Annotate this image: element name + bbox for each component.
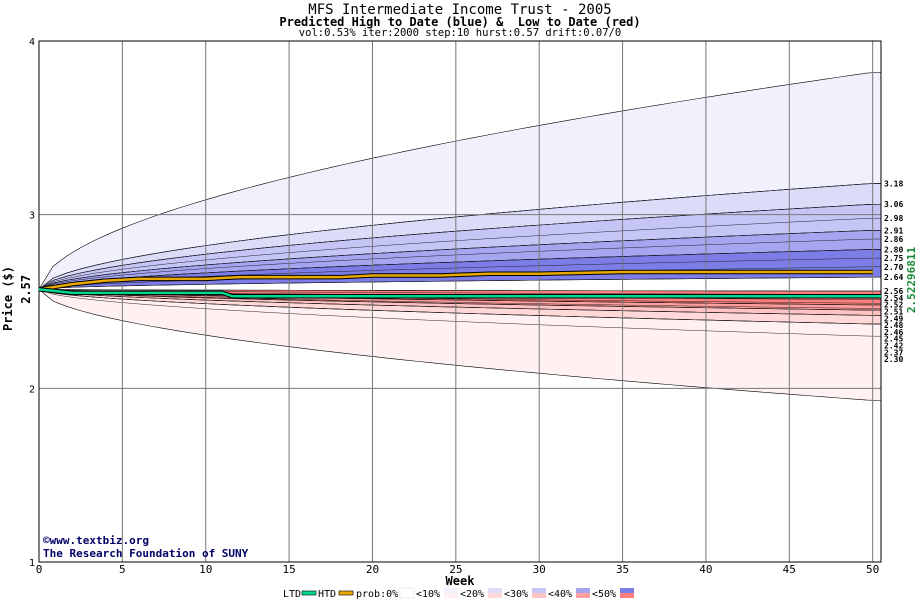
low-level-line-10 [38, 289, 882, 337]
low-band-label: 2.37 [884, 348, 903, 357]
high-band-label: 2.64 [884, 273, 903, 282]
x-tick-label: 30 [533, 563, 546, 576]
x-tick-label: 25 [449, 563, 462, 576]
legend-swatch-high [444, 588, 458, 593]
series-lines [38, 269, 881, 299]
high-level-line-5 [38, 249, 882, 290]
legend-label-band: <20% [460, 589, 484, 600]
plot-frame [38, 40, 882, 563]
high-band-label: 3.06 [884, 200, 903, 209]
x-tick-label: 15 [282, 563, 295, 576]
x-tick-label: 35 [616, 563, 629, 576]
credit-url: ©www.textbiz.org [43, 534, 149, 547]
legend-label-band: <30% [504, 589, 528, 600]
probability-bands [38, 41, 882, 562]
chart-params: vol:0.53% iter:2000 step:10 hurst:0.57 d… [298, 27, 622, 39]
x-tick-label: 20 [366, 563, 379, 576]
start-price-label: 2.57 [19, 275, 33, 304]
low-band-label: 2.51 [884, 307, 903, 316]
legend-label-band: <50% [592, 589, 616, 600]
low-level-line-0 [38, 289, 882, 292]
y-tick-label: 4 [29, 37, 35, 48]
low-level-line-5 [38, 289, 882, 306]
legend: LTD HTD prob:0% <10% <20% <30% <40% <50% [283, 587, 634, 600]
high-level-line-0 [38, 183, 882, 290]
y-tick-label: 3 [29, 211, 35, 222]
low-band-label: 2.49 [884, 314, 903, 323]
low-level-line-7 [38, 289, 882, 311]
low-level-line-9 [38, 289, 882, 325]
high-band-label: 2.91 [884, 226, 903, 235]
low-band-label: 2.46 [884, 328, 903, 337]
legend-swatch-ltd [301, 590, 317, 596]
legend-swatch-htd [338, 590, 354, 596]
high-level-line-2 [38, 217, 882, 290]
legend-swatch-low [620, 593, 634, 598]
legend-swatch-high [532, 588, 546, 593]
high-band-label: 2.70 [884, 263, 903, 272]
high-level-line-1 [38, 203, 882, 290]
low-band-label: 2.42 [884, 341, 903, 350]
grid-lines [38, 40, 882, 563]
legend-swatch-high [488, 588, 502, 593]
legend-label-htd: HTD [318, 589, 336, 600]
legend-swatch-low [444, 593, 458, 598]
high-level-line-3 [38, 230, 882, 290]
y-axis-label: Price ($) [1, 266, 15, 331]
high-band-label: 2.86 [884, 235, 903, 244]
x-tick-label: 5 [119, 563, 126, 576]
low-band-label: 2.48 [884, 321, 903, 330]
credit-foundation: The Research Foundation of SUNY [43, 547, 249, 560]
x-tick-label: 45 [783, 563, 796, 576]
axis-labels: 0 5 10 15 20 25 30 35 40 45 50 1 2 3 4 Week Price ($) 2.5… [1, 37, 918, 588]
series-line-LTD [38, 288, 881, 298]
chart-subtitle: Predicted High to Date (blue) & Low to D… [279, 15, 641, 29]
high-band-label: 2.98 [884, 214, 903, 223]
high-band-label: 3.18 [884, 179, 903, 188]
low-band-label: 2.52 [884, 301, 903, 310]
legend-swatch-low [576, 593, 590, 598]
legend-swatch-low [532, 593, 546, 598]
y-tick-label: 2 [29, 384, 35, 395]
chart-title: MFS Intermediate Income Trust - 2005 [308, 2, 612, 18]
legend-swatch-0 [399, 587, 415, 599]
legend-label-band: <40% [548, 589, 572, 600]
legend-swatch-high [576, 588, 590, 593]
x-axis-label: Week [446, 574, 476, 588]
high-level-line-8 [38, 276, 882, 290]
low-level-line-8 [38, 289, 882, 316]
legend-label-band: <10% [416, 589, 440, 600]
low-band-label: 2.54 [884, 294, 903, 303]
y-tick-label: 1 [29, 558, 35, 569]
high-level-line-4 [38, 238, 882, 290]
low-band-label: 2.30 [884, 355, 903, 364]
legend-label-prob: prob:0% [356, 589, 398, 600]
high-band-label: 2.80 [884, 245, 903, 254]
high-band-label: 2.75 [884, 254, 903, 263]
x-tick-label: 10 [199, 563, 212, 576]
legend-swatch-low [488, 593, 502, 598]
legend-label-ltd: LTD [283, 589, 301, 600]
legend-swatch-high [620, 588, 634, 593]
x-tick-label: 40 [699, 563, 712, 576]
low-band-label: 2.45 [884, 335, 903, 344]
series-line-HTD [38, 270, 873, 291]
low-band-label: 2.56 [884, 287, 903, 296]
right-axis-value-label: 2.52296811 [905, 247, 918, 314]
low-level-line-6 [38, 289, 882, 309]
x-tick-label: 50 [866, 563, 879, 576]
x-tick-label: 0 [36, 563, 43, 576]
